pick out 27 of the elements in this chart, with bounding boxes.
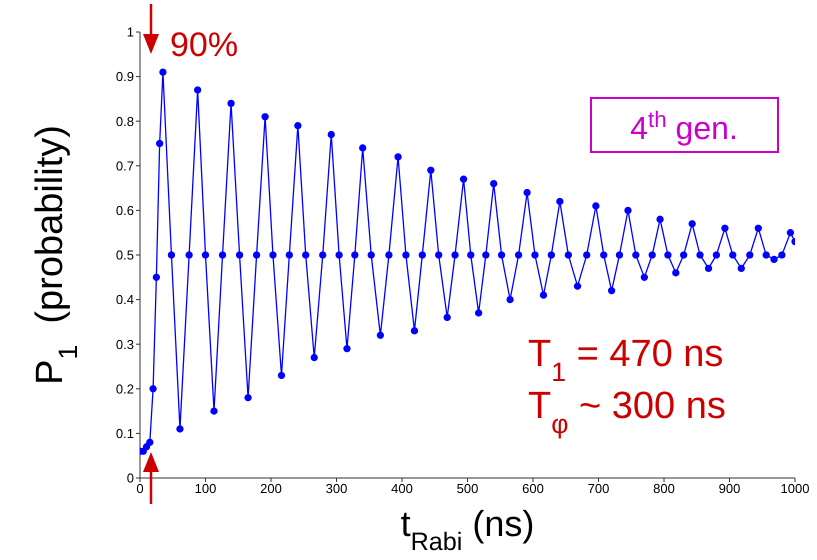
annotation: T$_{1}$ = 470 ns (528, 333, 724, 387)
y-tick-label: 0.8 (116, 114, 134, 129)
y-tick-label: 0.4 (116, 292, 134, 308)
x-tick-label: 500 (456, 481, 478, 496)
y-tick-label: 0.1 (116, 426, 134, 442)
y-tick-label: 0.6 (116, 203, 134, 218)
x-tick-label: 700 (588, 481, 610, 496)
annotation: 90% (170, 26, 238, 64)
annotation: 4$^{th}$ gen. (630, 106, 738, 146)
x-tick-label: 400 (391, 481, 413, 496)
x-tick-label: 800 (653, 481, 675, 496)
x-tick-label: 0 (136, 481, 144, 496)
x-tick-label: 300 (326, 481, 348, 496)
y-tick-label: 0.5 (116, 248, 134, 263)
x-tick-label: 200 (260, 481, 282, 496)
annotation: T$_{φ}$ ~ 300 ns (528, 385, 726, 439)
x-tick-label: 900 (718, 481, 740, 496)
x-tick-label: 100 (194, 481, 216, 496)
y-tick-label: 0.7 (116, 158, 134, 174)
y-tick-label: 0.2 (116, 381, 134, 396)
y-tick-label: 0 (126, 470, 134, 486)
y-tick-label: 0.3 (116, 336, 134, 352)
x-tick-label: 1000 (780, 481, 810, 496)
y-tick-label: 0.9 (116, 69, 134, 84)
y-tick-label: 1 (126, 24, 134, 40)
x-tick-label: 600 (522, 481, 544, 496)
x-axis-title: t$_{Rabi}$ (ns) (400, 503, 534, 556)
